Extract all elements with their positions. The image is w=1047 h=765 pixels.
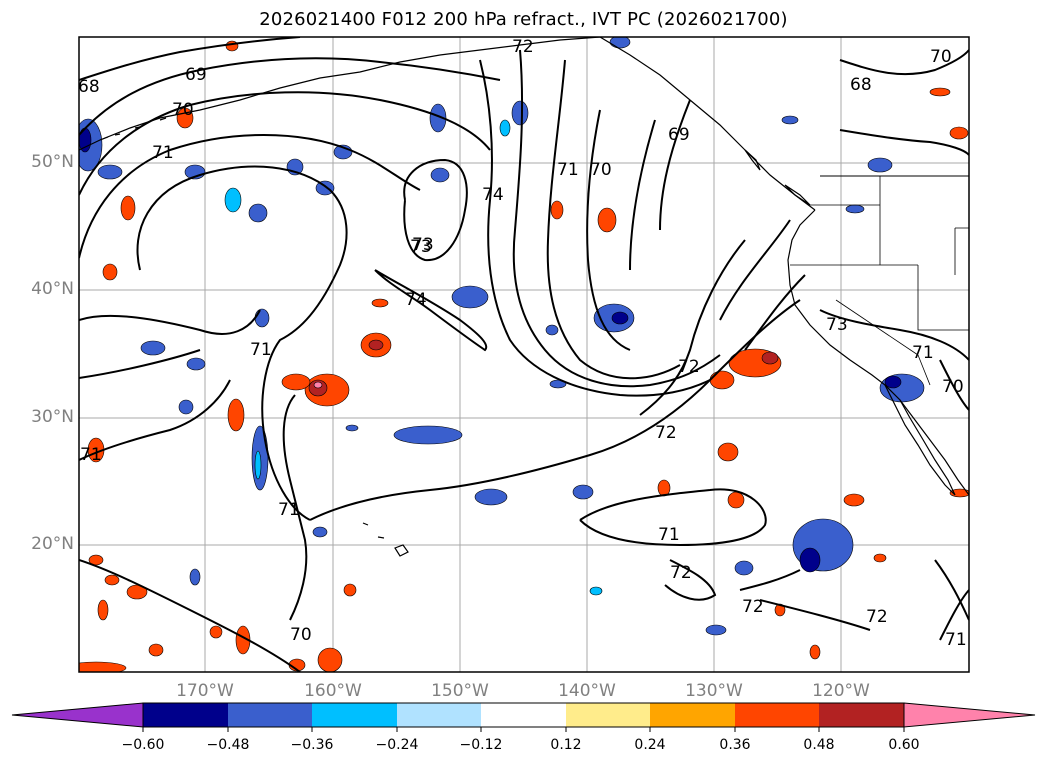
colorbar-tick-label: 0.36 <box>719 737 751 753</box>
contour-label: 72 <box>512 37 534 57</box>
colorbar-segment <box>566 703 650 727</box>
colorbar-segment <box>143 703 228 727</box>
colorbar-segment <box>735 703 819 727</box>
contour-label: 70 <box>930 47 952 67</box>
lon-label: 170°W <box>176 681 234 701</box>
colorbar-tick-label: −0.12 <box>459 737 503 753</box>
contour-label: 69 <box>668 125 690 145</box>
lon-label: 130°W <box>685 681 743 701</box>
contour-label: 70 <box>172 100 194 120</box>
refractivity-contours <box>79 37 969 672</box>
contour-label: 71 <box>658 525 680 545</box>
colorbar-tick-label: −0.48 <box>206 737 250 753</box>
contour-label: 72 <box>866 607 888 627</box>
colorbar-segment <box>228 703 312 727</box>
colorbar-segment <box>650 703 735 727</box>
lat-label: 20°N <box>31 534 74 554</box>
lat-label: 50°N <box>31 152 74 172</box>
colorbar-tick-label: −0.36 <box>290 737 334 753</box>
colorbar-segment <box>312 703 397 727</box>
lon-label: 120°W <box>812 681 870 701</box>
colorbar-tick-label: −0.24 <box>375 737 419 753</box>
map-area <box>79 37 969 672</box>
ivt-filled-contours <box>79 37 969 672</box>
lat-label: 40°N <box>31 279 74 299</box>
colorbar-tick-label: 0.48 <box>803 737 835 753</box>
colorbar-extend-high <box>903 702 1036 728</box>
contour-label: 72 <box>655 423 677 443</box>
colorbar-tick-label: −0.60 <box>121 737 165 753</box>
colorbar-segment <box>397 703 481 727</box>
contour-label: 71 <box>80 445 102 465</box>
colorbar-segment <box>481 703 566 727</box>
lon-label: 160°W <box>304 681 362 701</box>
contour-label: 71 <box>912 343 934 363</box>
contour-label: 71 <box>250 340 272 360</box>
contour-label: 72 <box>670 563 692 583</box>
map-frame <box>78 36 970 673</box>
colorbar <box>11 702 1036 732</box>
contour-label: 68 <box>78 77 100 97</box>
contour-label: 71 <box>152 143 174 163</box>
colorbar-segment <box>819 703 904 727</box>
colorbar-tick-label: 0.12 <box>550 737 582 753</box>
contour-label: 70 <box>590 160 612 180</box>
contour-label: 74 <box>482 185 504 205</box>
lat-label: 30°N <box>31 407 74 427</box>
contour-label: 72 <box>742 597 764 617</box>
map-title: 2026021400 F012 200 hPa refract., IVT PC… <box>259 9 788 30</box>
contour-label: 71 <box>557 160 579 180</box>
colorbar-tick-label: 0.24 <box>634 737 666 753</box>
contour-label: 74 <box>405 290 427 310</box>
contour-label: 73 <box>826 315 848 335</box>
contour-labels: 68 69 70 71 72 73 74 73 74 71 70 69 68 7… <box>78 37 967 650</box>
lon-label: 150°W <box>431 681 489 701</box>
coastlines <box>79 37 969 557</box>
contour-label: 72 <box>678 357 700 377</box>
lon-label: 140°W <box>558 681 616 701</box>
colorbar-tick-label: 0.60 <box>888 737 920 753</box>
contour-label: 68 <box>850 75 872 95</box>
contour-label: 71 <box>278 500 300 520</box>
contour-label: 70 <box>942 377 964 397</box>
contour-label: 73 <box>412 235 434 255</box>
contour-label: 71 <box>945 630 967 650</box>
colorbar-extend-low <box>11 702 144 728</box>
contour-label: 69 <box>185 65 207 85</box>
contour-label: 70 <box>290 625 312 645</box>
contour-label: 73 <box>410 237 432 257</box>
